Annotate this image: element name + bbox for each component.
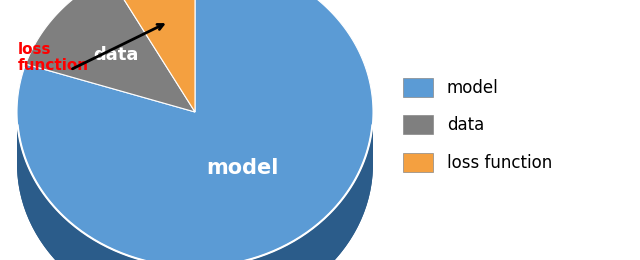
Text: loss
function: loss function	[18, 42, 89, 73]
Polygon shape	[17, 0, 373, 260]
Polygon shape	[26, 0, 195, 112]
Text: data: data	[93, 46, 138, 64]
Legend: model, data, loss function: model, data, loss function	[403, 77, 552, 172]
Text: model: model	[206, 158, 278, 178]
Polygon shape	[17, 112, 373, 260]
Ellipse shape	[17, 9, 373, 260]
Polygon shape	[109, 0, 195, 112]
